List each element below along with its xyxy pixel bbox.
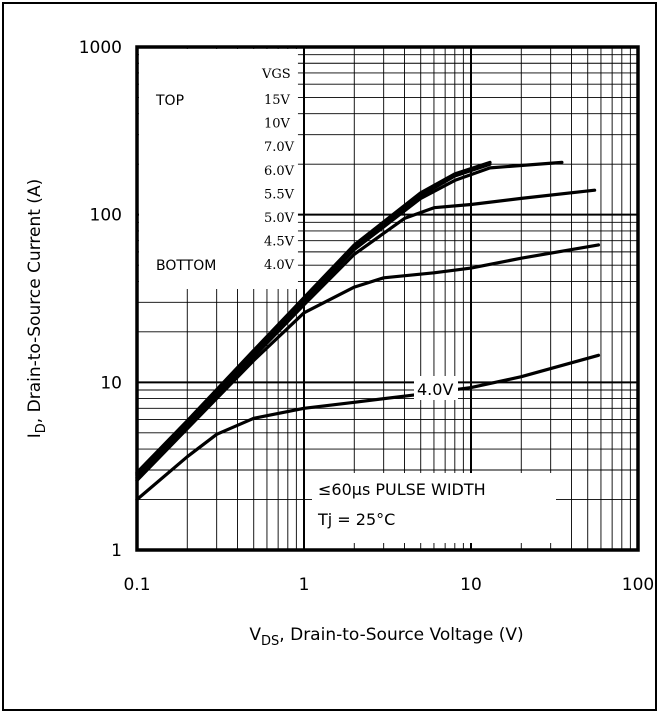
legend-top-label: TOP [155,93,184,109]
x-axis-label: VDS, Drain-to-Source Voltage (V) [249,625,523,649]
x-tick-label: 1 [299,575,310,595]
legend-entry: 15V [264,93,291,108]
x-axis-label-main: V [249,625,261,645]
y-tick-label: 1 [111,541,122,561]
y-axis-label-rest: , Drain-to-Source Current (A) [25,179,45,423]
legend-background-lower [139,49,247,287]
curve-3 [135,160,564,477]
minor-gridlines [137,47,638,550]
temperature-note: Tj = 25°C [317,510,395,529]
x-axis-label-rest: , Drain-to-Source Voltage (V) [279,625,523,645]
curves [135,160,601,502]
legend-entry: 4.0V [264,258,295,273]
y-axis-label: ID, Drain-to-Source Current (A) [25,179,49,438]
legend-entries: 15V 10V 7.0V 6.0V 5.5V 5.0V 4.5V 4.0V [264,93,295,273]
curve-4 [135,188,597,480]
legend-entry: 4.5V [264,235,295,250]
y-tick-labels: 1 10 100 1000 [79,38,122,561]
pulse-width-note: ≤60µs PULSE WIDTH [318,480,486,499]
x-tick-label: 100 [622,575,654,595]
legend-entry: 5.0V [264,211,295,226]
curve-label-4v: 4.0V [417,380,453,399]
legend-entry: 6.0V [264,164,295,179]
plot-border [135,45,640,552]
note-background [312,473,556,543]
y-tick-label: 1000 [79,38,122,58]
legend-header: VGS [261,67,291,82]
legend-entry: 7.0V [264,140,295,155]
y-tick-label: 10 [100,373,122,393]
x-tick-labels: 0.1 1 10 100 [123,575,654,595]
y-axis-label-subscript: D [34,423,49,433]
x-tick-label: 0.1 [123,575,150,595]
legend: VGS TOP BOTTOM 15V 10V 7.0V 6.0V 5.5V 5.0V 4.5… [155,67,295,274]
legend-entry: 5.5V [264,187,295,202]
x-axis-label-subscript: DS [261,634,279,649]
x-tick-label: 10 [460,575,482,595]
curve-5 [135,243,601,482]
legend-bottom-label: BOTTOM [156,258,216,274]
y-tick-label: 100 [90,206,122,226]
curve-6 [135,353,601,502]
curve-label-background [414,376,458,400]
y-axis-label-main: I [25,433,45,438]
legend-entry: 10V [264,117,291,132]
